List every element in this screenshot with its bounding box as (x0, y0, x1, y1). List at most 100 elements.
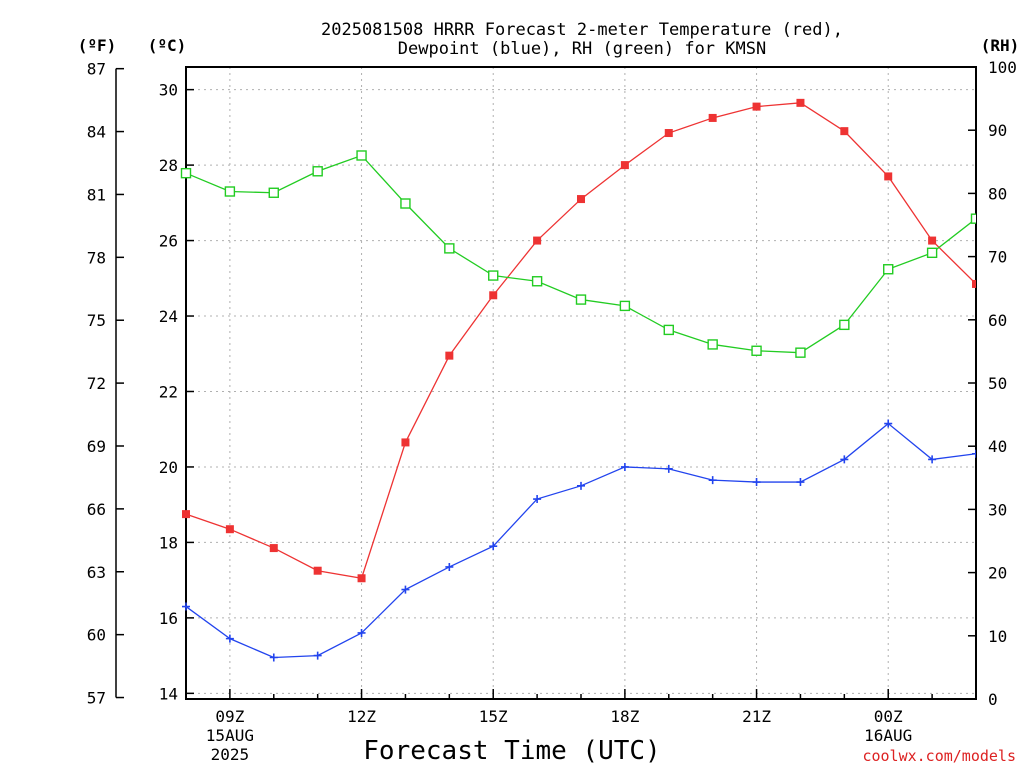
fahrenheit-tick-label: 78 (87, 248, 106, 267)
rh-point (531, 276, 543, 287)
gridlines (186, 67, 976, 699)
dewpoint-point (269, 653, 278, 662)
dewpoint-point (313, 651, 322, 660)
fahrenheit-tick-label: 81 (87, 185, 106, 204)
celsius-tick-label: 24 (159, 307, 178, 326)
rh-point (795, 347, 806, 358)
rh-point (488, 270, 499, 281)
fahrenheit-tick-label: 69 (87, 437, 106, 456)
x-tick-label: 09Z (215, 707, 244, 726)
dewpoint-point (972, 449, 976, 458)
axes (115, 66, 977, 700)
rh-point (839, 319, 850, 331)
rh-tick-label: 50 (988, 374, 1007, 393)
temperature-point (225, 525, 234, 534)
temperature-line (185, 102, 976, 579)
rh-point (268, 187, 279, 198)
x-tick-date-label: 16AUG (864, 726, 912, 745)
rh-tick-label: 0 (988, 690, 998, 709)
dewpoint-line (185, 422, 976, 659)
fahrenheit-tick-label: 63 (87, 563, 106, 582)
plot-frame (185, 66, 977, 700)
dewpoint-point (884, 419, 893, 428)
dewpoint-point (533, 495, 542, 504)
celsius-tick-label: 18 (159, 533, 178, 552)
rh-point (707, 339, 718, 350)
rh-point (180, 167, 192, 179)
celsius-tick-label: 26 (159, 232, 178, 251)
dewpoint-point (489, 542, 498, 551)
rh-tick-label: 100 (988, 58, 1017, 77)
temperature-point (357, 574, 366, 583)
tick-labels: 14 16 18 20 22 24 26 28 30 57 60 63 66 69 72 75 78 81 84 87… (87, 58, 1017, 764)
temperature-point (313, 566, 322, 575)
fahrenheit-tick-label: 60 (87, 626, 106, 645)
fahrenheit-tick-label: 84 (87, 123, 106, 142)
fahrenheit-tick-label: 72 (87, 374, 106, 393)
temperature-point (182, 510, 190, 519)
temperature-point (752, 102, 761, 111)
rh-point (926, 247, 938, 259)
celsius-unit-label: (ºC) (148, 36, 187, 55)
celsius-tick-label: 28 (159, 156, 178, 175)
x-tick-label: 18Z (610, 707, 639, 726)
x-tick-label: 00Z (874, 707, 903, 726)
rh-tick-label: 80 (988, 184, 1007, 203)
temperature-point (972, 279, 976, 288)
rh-point (883, 264, 894, 275)
fahrenheit-tick-label: 66 (87, 500, 106, 519)
rh-point (663, 324, 674, 336)
dewpoint-point (357, 628, 366, 637)
series-layer (180, 98, 976, 662)
celsius-tick-label: 22 (159, 382, 178, 401)
temperature-point (401, 438, 410, 447)
rh-point (444, 243, 455, 254)
dewpoint-point (664, 464, 673, 473)
rh-point (970, 213, 976, 224)
rh-point (224, 186, 236, 197)
temperature-point (577, 195, 585, 204)
rh-point (312, 166, 323, 177)
rh-tick-label: 60 (988, 311, 1007, 330)
fahrenheit-tick-label: 75 (87, 311, 106, 330)
chart-title-line1: 2025081508 HRRR Forecast 2-meter Tempera… (321, 20, 843, 40)
fahrenheit-unit-label: (ºF) (78, 36, 117, 55)
temperature-point (664, 129, 673, 138)
celsius-tick-label: 14 (159, 684, 178, 703)
rh-point (356, 150, 367, 161)
celsius-tick-label: 30 (159, 81, 178, 100)
x-tick-year-label: 2025 (211, 745, 250, 764)
dewpoint-point (620, 462, 629, 471)
temperature-point (840, 127, 849, 136)
credit-text: coolwx.com/models (862, 747, 1016, 765)
x-tick-label: 15Z (479, 707, 508, 726)
rh-unit-label: (RH) (981, 36, 1020, 55)
dewpoint-point (928, 455, 937, 464)
temperature-point (708, 113, 717, 122)
celsius-tick-label: 16 (159, 609, 178, 628)
rh-tick-label: 90 (988, 121, 1007, 140)
dewpoint-point (401, 585, 410, 594)
dewpoint-point (708, 476, 717, 485)
celsius-tick-label: 20 (159, 458, 178, 477)
dewpoint-point (225, 634, 234, 643)
x-tick-label: 21Z (742, 707, 771, 726)
x-tick-date-label: 15AUG (206, 726, 254, 745)
temperature-point (445, 351, 454, 360)
rh-point (400, 198, 411, 209)
dewpoint-point (577, 481, 585, 490)
rh-tick-label: 30 (988, 500, 1007, 519)
dewpoint-point (752, 478, 761, 487)
x-tick-label: 12Z (347, 707, 376, 726)
chart-title-line2: Dewpoint (blue), RH (green) for KMSN (398, 39, 766, 59)
temperature-point (796, 98, 805, 107)
dewpoint-point (445, 562, 454, 571)
temperature-point (620, 161, 629, 170)
temperature-point (269, 544, 278, 553)
x-axis-label: Forecast Time (UTC) (363, 736, 660, 766)
temperature-point (489, 291, 498, 300)
rh-tick-label: 70 (988, 248, 1007, 267)
rh-tick-label: 40 (988, 437, 1007, 456)
temperature-point (884, 172, 893, 181)
